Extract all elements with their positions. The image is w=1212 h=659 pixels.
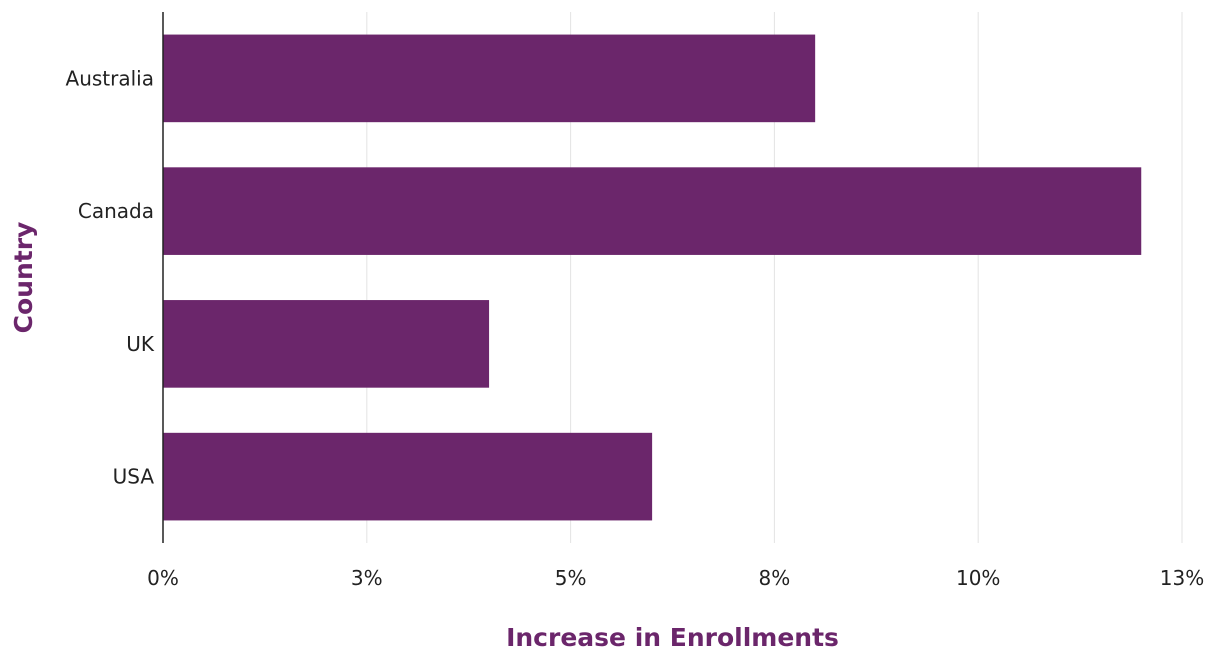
y-axis-title: Country [9,222,38,334]
x-tick-label: 3% [351,566,383,590]
category-labels: Australia Canada UK USA [66,66,155,488]
bars [163,34,1142,521]
bar-usa [163,432,653,521]
category-label: UK [126,332,155,356]
category-label: Canada [78,199,154,223]
x-tick-label: 0% [147,566,179,590]
category-label: Australia [66,66,154,90]
x-tick-label: 5% [555,566,587,590]
bar-canada [163,167,1142,255]
bar-uk [163,300,490,388]
x-tick-labels: 0% 3% 5% 8% 10% 13% [147,566,1204,590]
bar-australia [163,34,816,123]
x-tick-label: 8% [759,566,791,590]
x-tick-label: 10% [956,566,1000,590]
category-label: USA [113,465,155,489]
x-axis-title: Increase in Enrollments [506,623,839,652]
x-tick-label: 13% [1160,566,1204,590]
